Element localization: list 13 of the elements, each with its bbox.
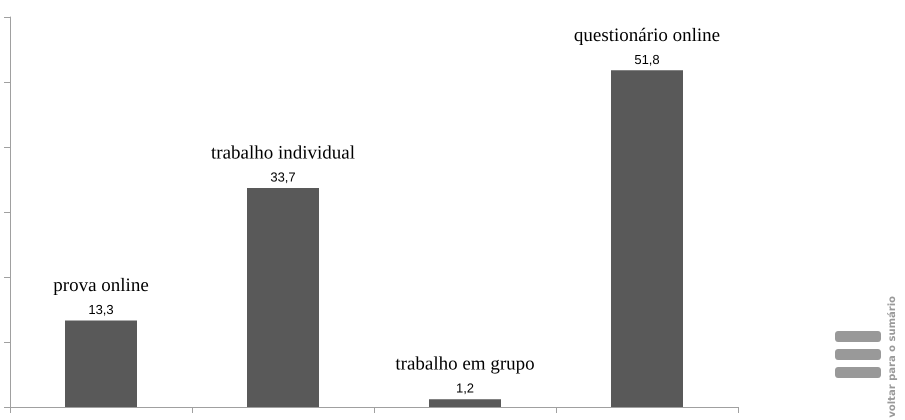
data-label: 51,8 — [634, 52, 660, 67]
x-tick-label: prova online — [53, 275, 149, 296]
x-tick-label: trabalho individual — [210, 142, 356, 164]
bar — [65, 320, 137, 407]
data-label: 1,2 — [456, 380, 474, 396]
x-tick-label: trabalho em grupo — [395, 354, 535, 375]
text: voltar para o sumário — [886, 296, 899, 418]
data-label: 33,7 — [270, 169, 296, 184]
x-tick-label: questionário online — [574, 24, 720, 46]
data-label: 13,3 — [88, 302, 114, 318]
bar — [247, 188, 319, 407]
bar — [429, 399, 501, 407]
bar — [611, 70, 683, 407]
